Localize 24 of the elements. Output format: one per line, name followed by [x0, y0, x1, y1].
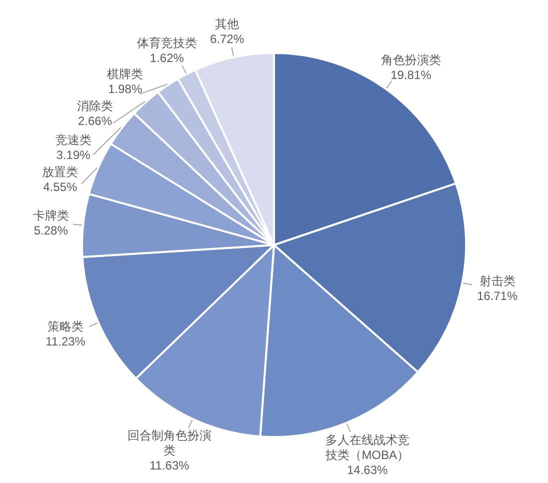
slice-label: 其他	[215, 16, 239, 31]
slice-label: 角色扮演类	[380, 53, 441, 68]
data-label: 5.28%	[34, 223, 68, 238]
data-label: 19.81%	[390, 68, 432, 82]
data-label: 16.71%	[476, 289, 518, 304]
data-label: 1.62%	[150, 51, 184, 66]
data-label: 6.72%	[210, 32, 244, 46]
slice-label: 策略类	[48, 319, 84, 334]
data-label: 3.19%	[56, 148, 91, 162]
data-label: 4.55%	[43, 180, 78, 194]
slice-label: 棋牌类	[107, 67, 144, 82]
slice-label: 射击类	[479, 274, 516, 288]
data-label: 11.23%	[46, 334, 86, 348]
data-label: 11.63%	[150, 458, 190, 473]
slice-label: 多人在线战术竞技类（MOBA）	[324, 433, 410, 462]
slice-label: 竞速类	[55, 133, 92, 148]
data-label: 14.63%	[347, 463, 388, 478]
data-label: 2.66%	[78, 114, 112, 128]
data-label: 1.98%	[108, 82, 142, 96]
slice-label: 消除类	[77, 99, 113, 114]
slice-label: 放置类	[42, 164, 78, 179]
slice-label: 卡牌类	[32, 208, 69, 222]
slice-label: 回合制角色扮演类	[127, 428, 212, 458]
slice-label: 体育竞技类	[136, 36, 197, 50]
